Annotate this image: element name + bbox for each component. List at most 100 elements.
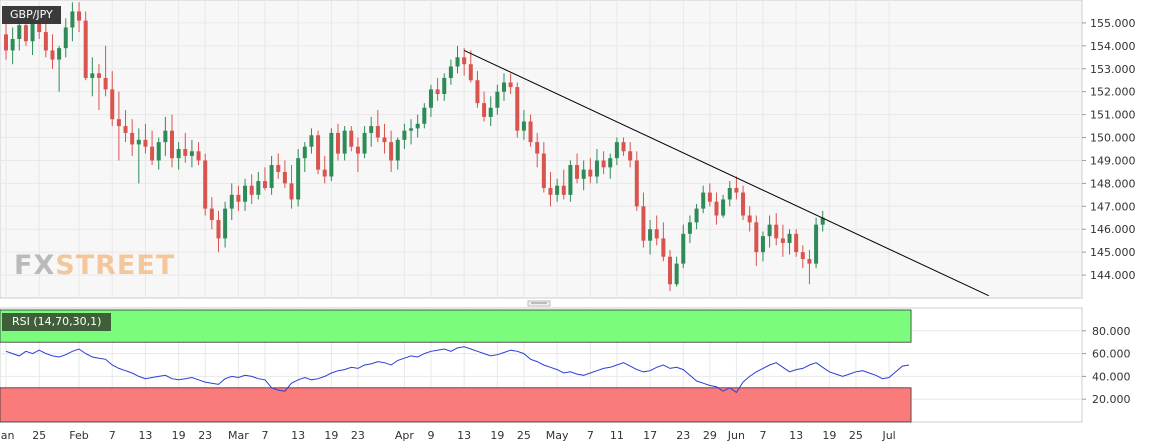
candle-body [687, 222, 692, 234]
candle-body [322, 169, 327, 177]
price-tick-label: 145.000 [1090, 246, 1136, 259]
candle-body [37, 22, 42, 33]
candle-body [714, 201, 719, 216]
candle-body [535, 142, 540, 154]
candle-body [614, 142, 619, 159]
candle-body [316, 135, 321, 170]
price-tick-label: 151.000 [1090, 109, 1136, 122]
pane-resize-handle[interactable] [527, 300, 551, 307]
candle-body [196, 151, 201, 161]
time-tick-label: 7 [759, 429, 766, 442]
candle-body [116, 119, 121, 127]
candle-body [561, 185, 566, 195]
candle-body [269, 165, 274, 188]
candle-body [674, 263, 679, 285]
candle-body [634, 160, 639, 207]
candle-body [50, 50, 55, 60]
candle-body [176, 149, 181, 159]
logo-part-street: STREET [55, 250, 176, 281]
candle-body [402, 130, 407, 140]
candle-body [415, 123, 420, 129]
candle-body [581, 169, 586, 179]
candle-body [734, 187, 739, 193]
candle-body [754, 222, 759, 253]
time-tick-label: 29 [703, 429, 717, 442]
time-tick-label: 13 [138, 429, 152, 442]
candle-body [435, 89, 440, 94]
candle-body [668, 256, 672, 285]
symbol-label: GBP/JPY [2, 6, 61, 24]
candle-body [521, 121, 526, 131]
time-tick-label: Apr [395, 429, 415, 442]
candle-body [282, 171, 287, 184]
candle-body [90, 73, 95, 78]
candle-body [369, 126, 374, 133]
price-tick-label: 150.000 [1090, 132, 1136, 145]
time-tick-label: Jul [881, 429, 895, 442]
time-tick-label: 7 [109, 429, 116, 442]
candle-body [774, 224, 779, 239]
rsi-tick-label: 40.000 [1092, 370, 1131, 383]
candle-body [389, 142, 394, 161]
candle-body [163, 130, 168, 143]
candle-body [448, 66, 453, 78]
candle-body [296, 158, 301, 200]
overbought-zone [0, 309, 912, 343]
candle-body [760, 236, 765, 253]
time-tick-label: Jun [727, 429, 745, 442]
trendline-layer [463, 49, 989, 297]
candle-body [236, 194, 241, 202]
time-tick-label: 23 [351, 429, 365, 442]
candle-body [362, 132, 367, 154]
time-tick-label: 7 [261, 429, 268, 442]
time-tick-label: 25 [849, 429, 863, 442]
candle-body [462, 57, 467, 65]
candle-body [568, 165, 573, 195]
candle-body [342, 130, 347, 154]
candle-body [820, 217, 825, 225]
candles-layer [4, 2, 825, 292]
candle-body [243, 185, 248, 202]
oversold-zone [0, 387, 912, 423]
candle-body [727, 187, 732, 200]
price-axis: 144.000 145.000 146.000 147.000 148.000 149.0… [1082, 17, 1136, 282]
candle-body [336, 132, 340, 154]
candle-body [302, 146, 307, 159]
candle-body [10, 38, 15, 51]
candle-body [276, 165, 281, 172]
candle-body [488, 107, 493, 117]
time-tick-label: 9 [427, 429, 434, 442]
candle-body [170, 130, 174, 159]
price-tick-label: 148.000 [1090, 177, 1136, 190]
candle-body [77, 11, 82, 21]
candle-body [701, 192, 706, 209]
price-tick-label: 153.000 [1090, 63, 1136, 76]
candle-body [508, 82, 513, 88]
price-tick-label: 155.000 [1090, 17, 1136, 30]
price-tick-label: 147.000 [1090, 200, 1136, 213]
time-tick-label: 11 [610, 429, 624, 442]
time-tick-label: 13 [291, 429, 305, 442]
candle-body [23, 25, 28, 42]
candle-body [654, 229, 659, 239]
time-tick-label: Jan [0, 429, 15, 442]
candle-body [70, 11, 75, 28]
candle-body [17, 25, 22, 39]
candle-body [628, 151, 633, 161]
candle-body [515, 87, 520, 131]
candle-body [203, 160, 208, 209]
candle-body [216, 220, 221, 239]
candle-body [329, 132, 334, 177]
candle-body [83, 20, 88, 78]
price-tick-label: 154.000 [1090, 40, 1136, 53]
candle-body [502, 82, 506, 92]
candle-body [442, 77, 447, 94]
candle-body [189, 151, 194, 156]
candle-body [136, 139, 141, 145]
resistance-trendline [463, 49, 989, 297]
candle-body [57, 48, 62, 60]
rsi-line-layer [5, 346, 910, 394]
candle-body [249, 185, 254, 195]
time-tick-label: 19 [822, 429, 836, 442]
candle-body [741, 192, 746, 216]
